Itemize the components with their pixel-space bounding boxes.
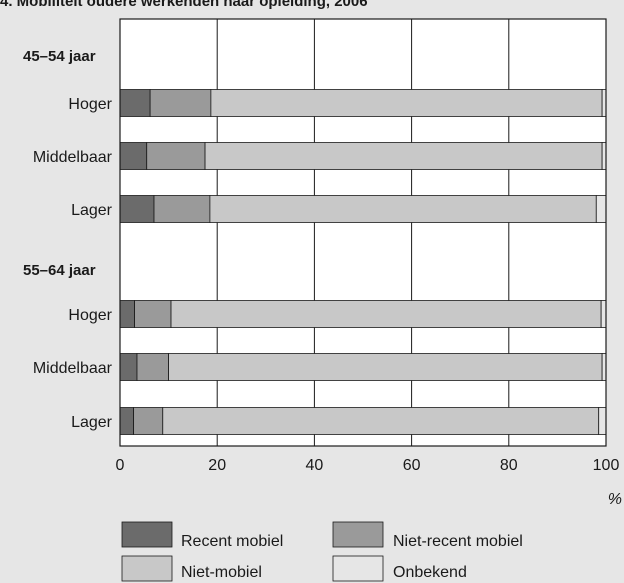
chart-title: 4. Mobiliteit oudere werkenden naar ople… — [0, 0, 368, 10]
category-label: Middelbaar — [33, 360, 113, 377]
legend-swatch — [332, 555, 384, 582]
category-label: Hoger — [68, 307, 112, 324]
legend-label: Niet-recent mobiel — [393, 533, 523, 550]
legend-swatch — [121, 555, 173, 582]
bar-segment — [119, 89, 151, 117]
plot-background — [120, 19, 606, 446]
bar-segment — [119, 300, 135, 328]
bar-segment — [119, 195, 155, 223]
bar-segment — [162, 407, 600, 435]
bar-segment — [119, 142, 148, 170]
x-tick-label: 80 — [500, 457, 518, 474]
bar-segment — [153, 195, 211, 223]
bar-segment — [600, 300, 607, 328]
legend-label: Niet-mobiel — [181, 564, 262, 581]
bar-segment — [170, 300, 602, 328]
category-label: Lager — [71, 414, 113, 431]
bar-segment — [136, 353, 169, 381]
bar-segment — [204, 142, 603, 170]
legend-swatch — [121, 521, 173, 548]
legend-label: Onbekend — [393, 564, 467, 581]
x-tick-label: 40 — [306, 457, 324, 474]
group-label: 55–64 jaar — [23, 262, 96, 279]
bar-segment — [598, 407, 607, 435]
bar-segment — [119, 353, 138, 381]
bar-segment — [595, 195, 607, 223]
bar-segment — [209, 195, 597, 223]
plot-border — [119, 18, 607, 447]
bar-segment — [133, 407, 164, 435]
category-label: Middelbaar — [33, 149, 113, 166]
bar-segment — [168, 353, 603, 381]
bar-segment — [134, 300, 172, 328]
legend-label: Recent mobiel — [181, 533, 283, 550]
x-tick-label: 60 — [403, 457, 421, 474]
category-label: Hoger — [68, 96, 112, 113]
category-label: Lager — [71, 202, 113, 219]
x-tick-label: 20 — [208, 457, 226, 474]
bar-segment — [149, 89, 212, 117]
x-tick-label: 0 — [116, 457, 125, 474]
bar-segment — [146, 142, 206, 170]
bar-segment — [119, 407, 135, 435]
group-label: 45–54 jaar — [23, 48, 96, 65]
bar-segment — [210, 89, 603, 117]
x-tick-label: 100 — [593, 457, 620, 474]
legend-swatch — [332, 521, 384, 548]
x-unit-label: % — [608, 491, 622, 508]
